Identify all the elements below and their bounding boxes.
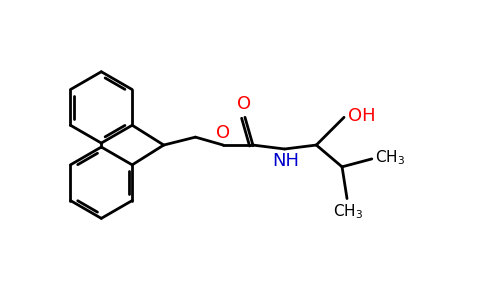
Text: O: O [216, 124, 230, 142]
Text: CH$_3$: CH$_3$ [333, 202, 363, 221]
Text: O: O [237, 95, 251, 113]
Text: NH: NH [272, 152, 299, 170]
Text: OH: OH [348, 107, 376, 125]
Text: CH$_3$: CH$_3$ [375, 148, 405, 167]
